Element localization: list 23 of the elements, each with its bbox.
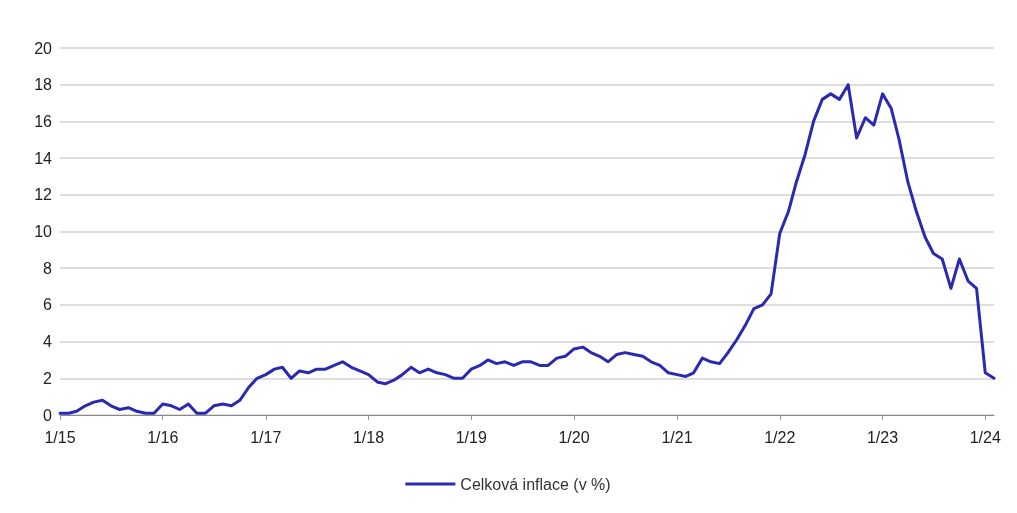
- line-series: [58, 83, 996, 415]
- x-tick-label: 1/16: [147, 428, 179, 446]
- x-tick-label: 1/23: [866, 428, 899, 446]
- y-tick-label: 4: [43, 333, 53, 351]
- x-tick-label: 1/21: [661, 428, 693, 446]
- x-tick-label: 1/24: [969, 428, 1001, 446]
- x-tick-label: 1/19: [455, 428, 487, 446]
- y-tick-label: 18: [34, 76, 53, 94]
- legend-label: Celková inflace (v %): [460, 475, 611, 493]
- y-tick-label: 8: [43, 259, 53, 277]
- x-tick-label: 1/17: [250, 428, 282, 446]
- x-tick-label: 1/20: [558, 428, 590, 446]
- x-tick-label: 1/22: [764, 428, 796, 446]
- x-tick-label: 1/18: [352, 428, 385, 446]
- y-tick-label: 6: [43, 296, 53, 314]
- y-tick-label: 2: [43, 369, 53, 387]
- y-tick-label: 10: [34, 223, 53, 240]
- y-tick-label: 0: [43, 406, 53, 424]
- y-tick-label: 14: [34, 149, 53, 167]
- y-tick-label: 16: [34, 112, 53, 130]
- y-tick-label: 20: [34, 39, 53, 57]
- x-tick-label: 1/15: [44, 428, 76, 446]
- y-tick-label: 12: [34, 186, 53, 204]
